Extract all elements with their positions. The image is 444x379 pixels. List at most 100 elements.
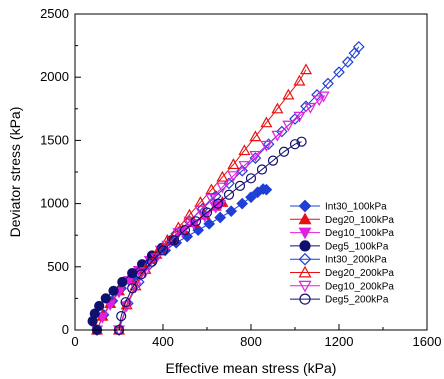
legend-label: Deg5_100kPa <box>325 241 389 252</box>
data-point <box>275 125 288 138</box>
data-point <box>249 130 262 142</box>
data-point <box>304 102 317 114</box>
data-point <box>127 268 138 279</box>
data-point <box>212 198 224 209</box>
series-line <box>118 141 302 331</box>
data-point <box>322 77 334 90</box>
data-point <box>179 225 191 236</box>
data-point <box>183 208 196 220</box>
data-point <box>214 211 227 224</box>
data-point <box>282 88 295 100</box>
axes: 0 400 800 1200 1600 0 500 1000 1500 2000 2500 <box>40 6 441 349</box>
chart-marks <box>87 41 365 337</box>
data-point <box>108 285 119 296</box>
data-point <box>135 269 147 280</box>
legend-marker <box>298 252 312 266</box>
data-point <box>245 173 257 184</box>
legend-label: Deg20_100kPa <box>325 215 394 226</box>
legend-label: Deg20_200kPa <box>325 268 394 279</box>
series-line <box>118 95 324 331</box>
data-point <box>205 183 218 195</box>
data-point <box>256 164 268 175</box>
data-point <box>117 276 128 288</box>
data-point <box>260 116 273 128</box>
data-point <box>146 256 158 267</box>
data-point <box>94 300 105 312</box>
data-point <box>223 177 235 190</box>
data-point <box>260 140 273 152</box>
y-tick-label: 1500 <box>40 132 69 147</box>
data-point <box>317 91 330 103</box>
legend-marker <box>298 227 312 240</box>
data-point <box>192 224 205 236</box>
data-point <box>260 183 273 196</box>
data-point <box>249 150 262 162</box>
data-point <box>216 170 229 182</box>
data-point <box>262 138 275 151</box>
data-point <box>313 95 326 107</box>
data-point <box>127 283 138 294</box>
legend-label: Deg5_200kPa <box>325 295 389 306</box>
x-tick-label: 1600 <box>413 334 442 349</box>
data-point <box>271 102 284 114</box>
legend-label: Deg10_100kPa <box>325 228 394 239</box>
data-point <box>352 41 365 53</box>
x-tick-label: 800 <box>240 334 262 349</box>
y-tick-label: 0 <box>62 322 69 337</box>
data-point <box>267 155 279 166</box>
data-point <box>227 171 240 183</box>
y-tick-label: 2500 <box>40 6 69 21</box>
x-tick-label: 400 <box>152 334 174 349</box>
data-point <box>96 312 109 324</box>
legend-label: Int30_100kPa <box>325 202 387 213</box>
data-point <box>236 197 249 210</box>
data-point <box>341 56 354 68</box>
data-point <box>299 63 313 75</box>
data-point <box>205 193 218 205</box>
data-point <box>278 146 290 157</box>
data-point <box>227 158 240 170</box>
data-point <box>225 205 238 218</box>
series-line <box>96 201 223 331</box>
legend-marker <box>299 293 311 305</box>
data-point <box>89 308 100 319</box>
data-point <box>282 120 295 132</box>
data-point <box>168 235 180 246</box>
legend-marker <box>299 240 311 252</box>
y-tick-label: 2000 <box>40 69 69 84</box>
x-tick-label: 0 <box>71 334 78 349</box>
legend-marker <box>298 199 312 213</box>
data-point <box>150 253 163 265</box>
legend-marker <box>298 265 312 278</box>
legend-label: Int30_200kPa <box>325 255 387 266</box>
series-7 <box>113 136 307 336</box>
series-line <box>118 46 360 331</box>
data-point <box>245 191 257 204</box>
legend: Int30_100kPa Deg20_100kPa Deg10_100kPa Deg5… <box>290 199 394 306</box>
series-2 <box>90 200 227 337</box>
data-point <box>201 207 213 218</box>
x-tick-label: 1200 <box>325 334 354 349</box>
data-point <box>203 217 216 230</box>
data-point <box>293 74 306 86</box>
legend-marker <box>298 212 312 225</box>
data-point <box>249 152 262 164</box>
data-point <box>100 293 111 304</box>
y-tick-label: 1000 <box>40 196 69 211</box>
legend-marker <box>298 280 312 293</box>
data-point <box>296 136 307 147</box>
data-point <box>190 216 202 227</box>
data-point <box>116 310 127 322</box>
data-point <box>293 111 306 123</box>
data-point <box>289 139 301 150</box>
data-point <box>271 130 284 142</box>
data-point <box>234 180 246 192</box>
data-point <box>170 228 183 240</box>
x-axis-title: Effective mean stress (kPa) <box>166 360 337 376</box>
data-point <box>129 279 142 291</box>
data-point <box>216 182 229 194</box>
data-point <box>120 297 131 308</box>
data-point <box>238 161 251 172</box>
data-point <box>157 245 169 256</box>
